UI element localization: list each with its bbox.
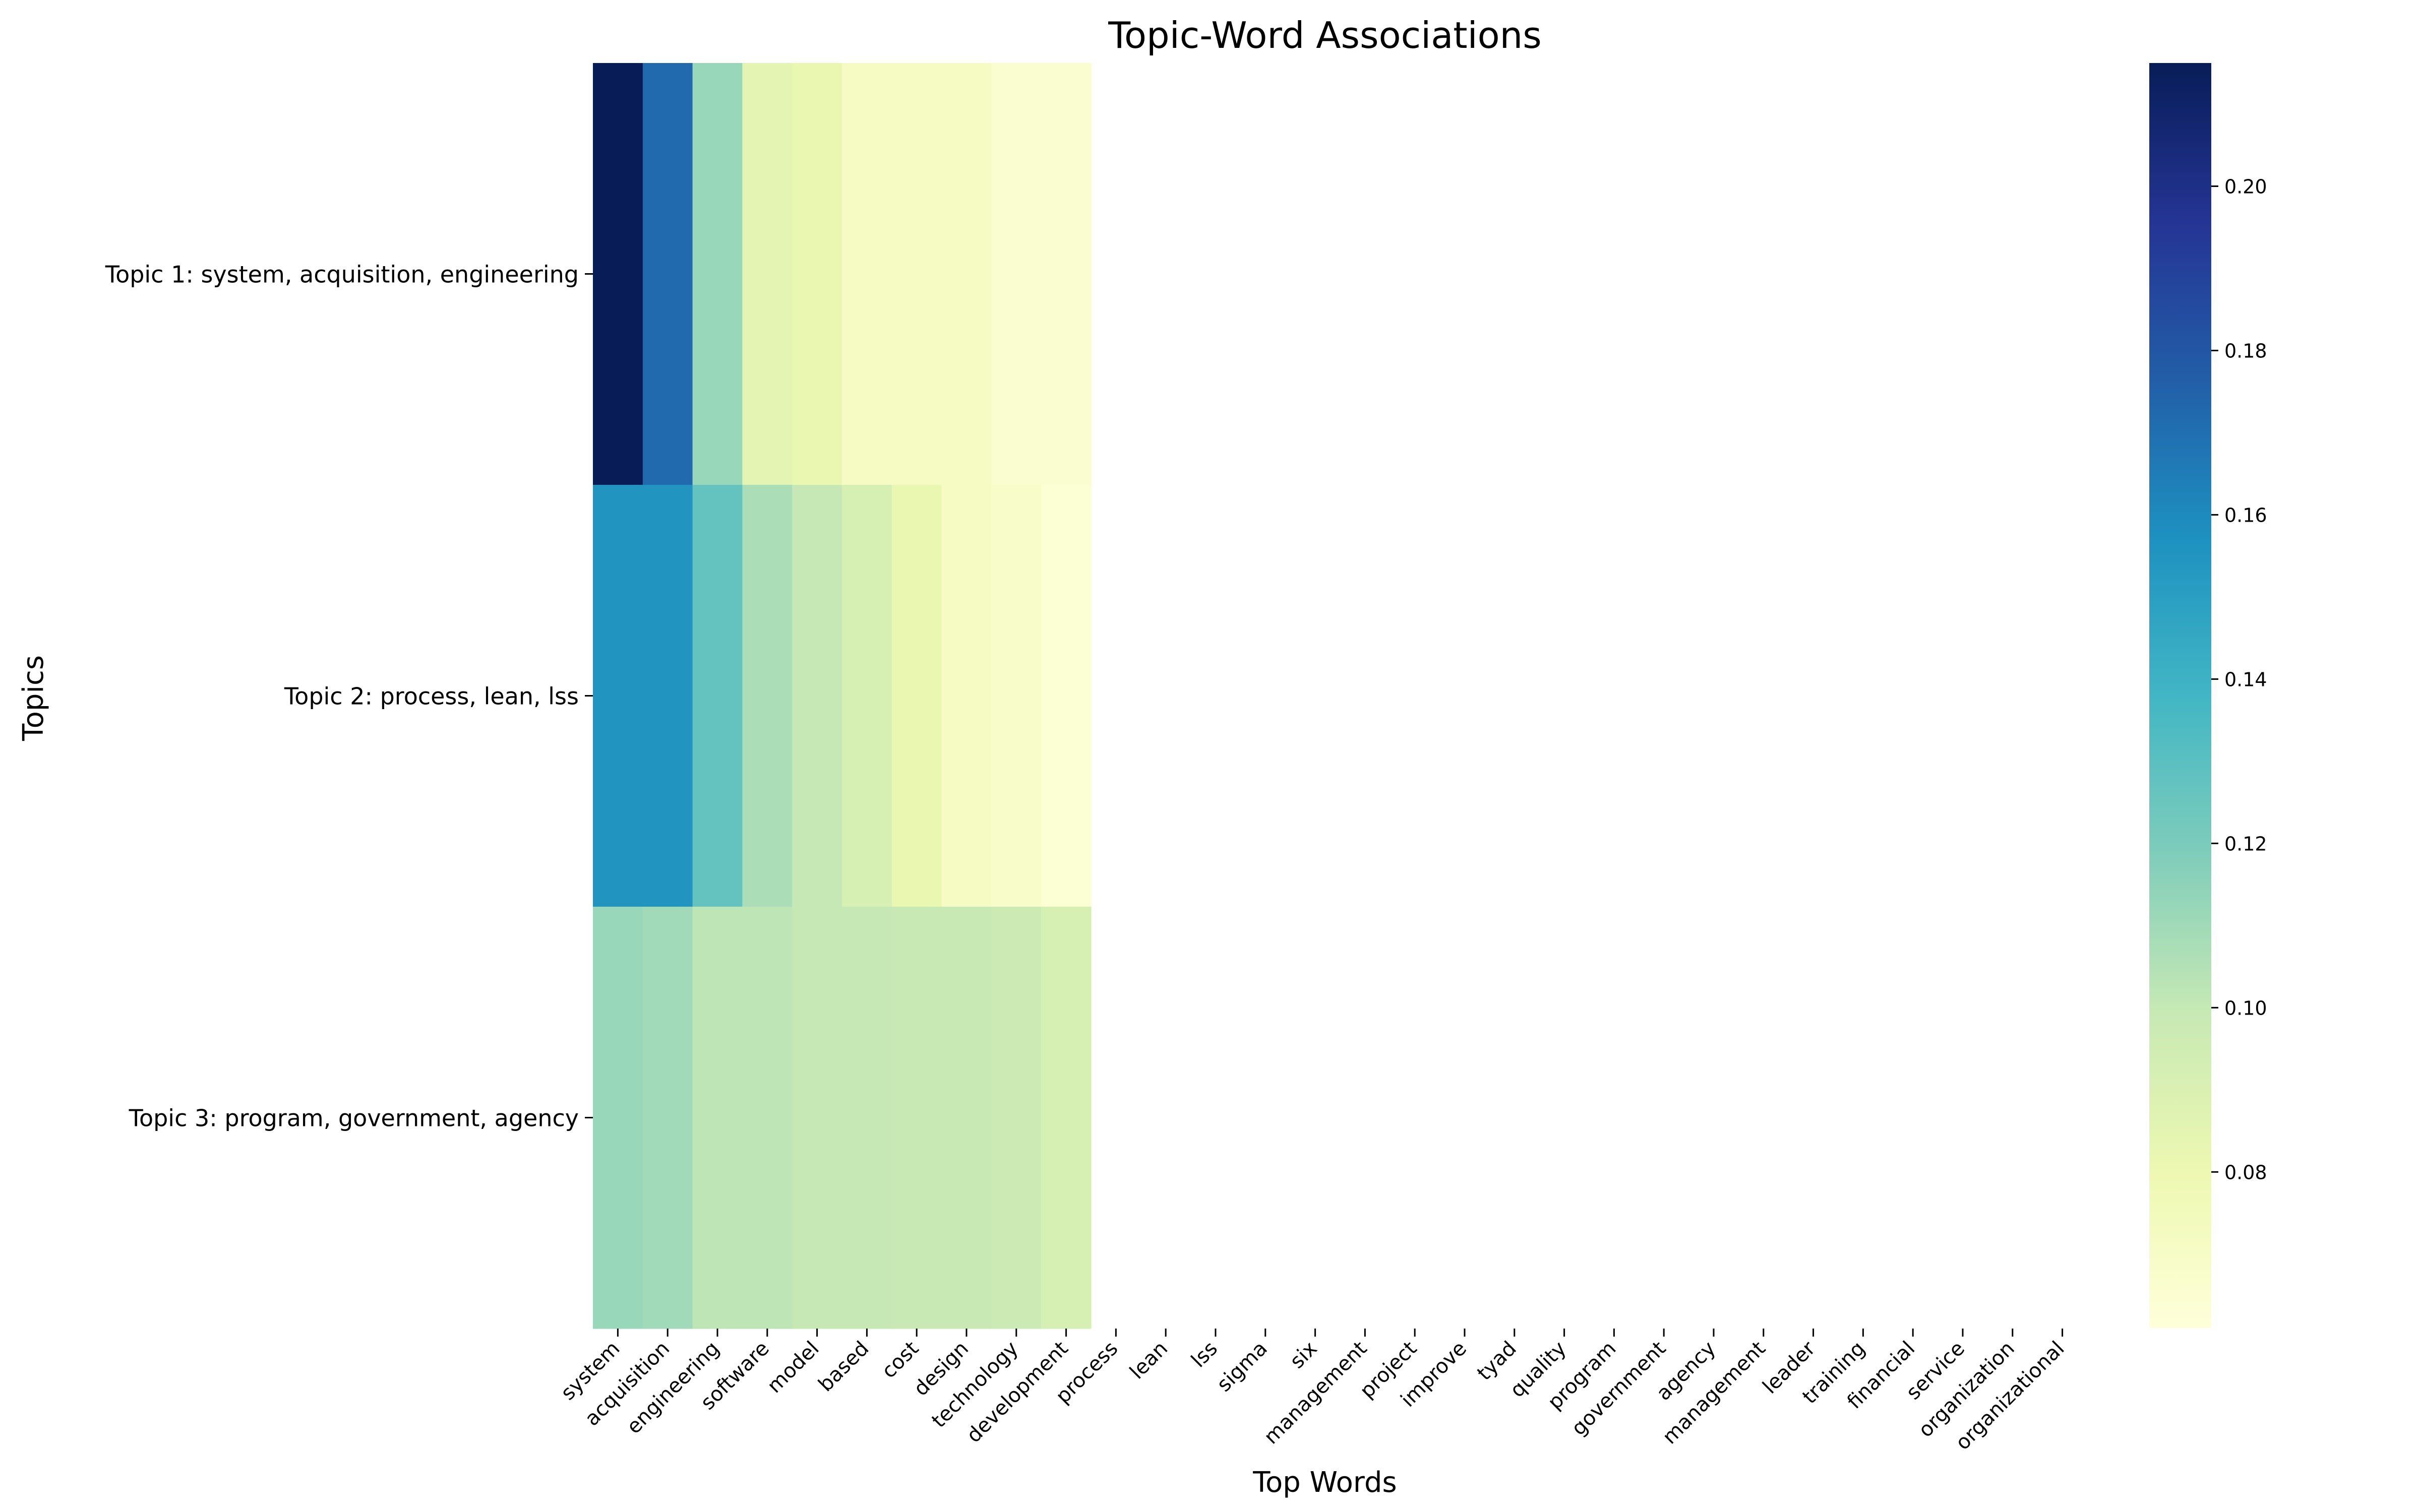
heatmap-cell	[742, 63, 793, 485]
heatmap-cell	[891, 907, 942, 1329]
heatmap-cell	[593, 485, 643, 907]
heatmap-cell	[742, 907, 793, 1329]
heatmap-cell	[692, 907, 743, 1329]
x-tick-label: six	[1286, 1337, 1322, 1373]
colorbar-tick-label: 0.08	[2224, 1161, 2267, 1183]
heatmap-cell	[842, 907, 892, 1329]
heatmap-cell	[742, 485, 793, 907]
colorbar: 0.08 0.10 0.12 0.14 0.16 0.18 0.20	[2149, 63, 2267, 1328]
heatmap-cell	[891, 485, 942, 907]
heatmap-cell	[593, 907, 643, 1329]
heatmap-cell	[1041, 485, 1092, 907]
colorbar-tick-label: 0.16	[2224, 504, 2267, 526]
heatmap-cell	[792, 63, 842, 485]
heatmap-cell	[941, 63, 992, 485]
heatmap-cell	[1041, 907, 1092, 1329]
x-tick-label: model	[763, 1337, 824, 1398]
heatmap-cell	[941, 485, 992, 907]
x-tick-label: lean	[1125, 1337, 1172, 1384]
colorbar-tick-label: 0.18	[2224, 340, 2267, 362]
heatmap-cell	[941, 907, 992, 1329]
heatmap-cell	[692, 63, 743, 485]
chart-title: Topic-Word Associations	[1108, 14, 1542, 56]
colorbar-tick-label: 0.14	[2224, 668, 2267, 690]
heatmap-cell	[593, 63, 643, 485]
heatmap-cell	[842, 485, 892, 907]
colorbar-tick-label: 0.10	[2224, 997, 2267, 1019]
x-tick-label: based	[814, 1337, 874, 1397]
heatmap-cell	[642, 63, 693, 485]
heatmap-cell	[692, 485, 743, 907]
heatmap-cell	[991, 485, 1042, 907]
y-tick-label: Topic 3: program, government, agency	[129, 1105, 579, 1132]
colorbar-tick-label: 0.20	[2224, 175, 2267, 198]
x-tick-label: sigma	[1213, 1337, 1272, 1397]
y-tick-label: Topic 2: process, lean, lss	[284, 683, 579, 710]
colorbar-gradient	[2149, 63, 2211, 1328]
heatmap-cell	[842, 63, 892, 485]
heatmap-cell	[1041, 63, 1092, 485]
colorbar-tick-label: 0.12	[2224, 833, 2267, 855]
heatmap-cell	[642, 485, 693, 907]
y-axis-label: Topics	[17, 655, 50, 741]
heatmap-cell	[991, 907, 1042, 1329]
heatmap-cell	[792, 907, 842, 1329]
heatmap-cell	[991, 63, 1042, 485]
y-tick-label: Topic 1: system, acquisition, engineerin…	[105, 261, 579, 288]
x-tick-label: lss	[1187, 1337, 1222, 1372]
heatmap-cell	[891, 63, 942, 485]
x-tick-label: cost	[877, 1337, 923, 1383]
x-axis-label: Top Words	[1252, 1466, 1397, 1499]
heatmap-cell	[642, 907, 693, 1329]
heatmap-cell	[792, 485, 842, 907]
